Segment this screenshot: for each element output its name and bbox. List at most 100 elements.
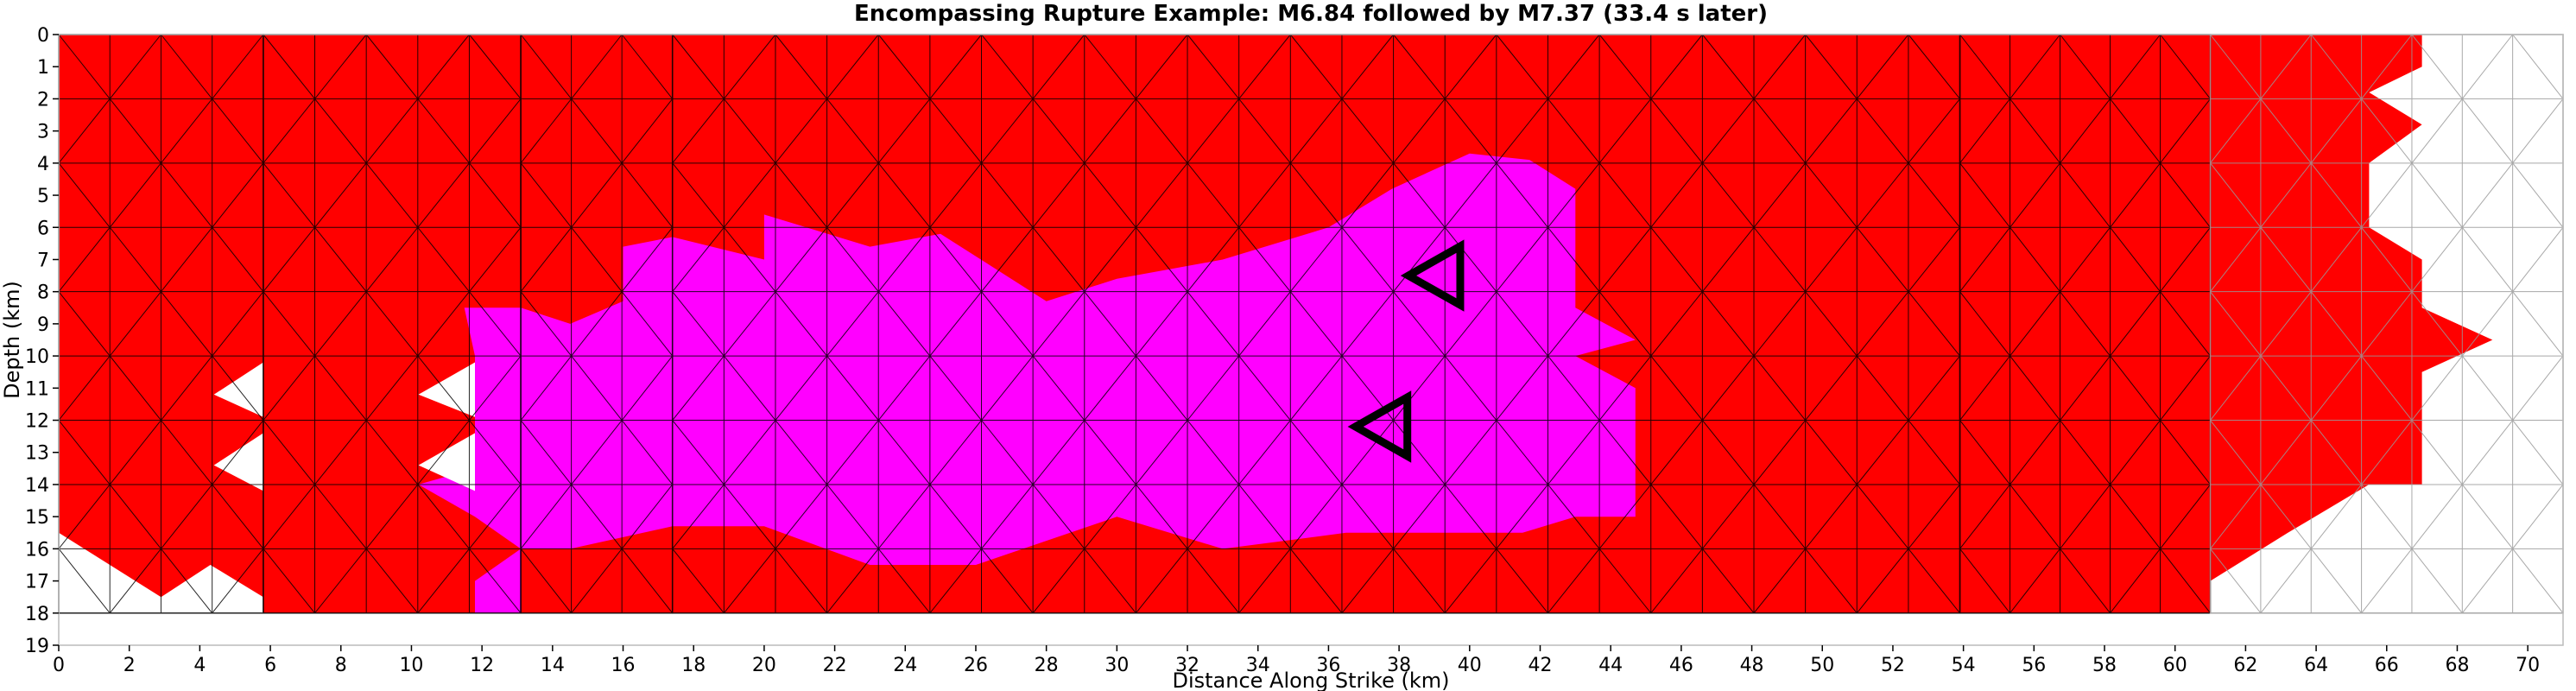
mesh-diagonal (1136, 34, 1188, 99)
mesh-diagonal (877, 34, 931, 99)
x-tick-label: 18 (681, 655, 706, 676)
mesh-diagonal (1238, 291, 1291, 357)
mesh-diagonal (981, 484, 1034, 549)
mesh-diagonal (469, 420, 522, 485)
mesh-diagonal (2461, 34, 2514, 99)
mesh-diagonal (1136, 420, 1188, 485)
mesh-diagonal (1341, 226, 1394, 292)
y-tick-label: 4 (37, 154, 49, 175)
mesh-diagonal (2512, 355, 2564, 421)
mesh-diagonal (877, 98, 931, 164)
mesh-diagonal (2110, 355, 2161, 421)
mesh-diagonal (212, 484, 264, 549)
mesh-diagonal (212, 291, 264, 357)
mesh-diagonal (2060, 34, 2111, 99)
mesh-diagonal (2110, 98, 2161, 164)
mesh-diagonal (2110, 484, 2161, 549)
mesh-diagonal (2010, 420, 2060, 485)
mesh-diagonal (2160, 291, 2211, 357)
mesh-diagonal (212, 226, 264, 292)
mesh-diagonal (1805, 162, 1858, 228)
mesh-diagonal (2512, 162, 2564, 228)
x-tick-label: 42 (1528, 655, 1552, 676)
mesh-diagonal (2210, 226, 2262, 292)
mesh-diagonal (58, 484, 111, 549)
mesh-diagonal (1856, 291, 1909, 357)
mesh-diagonal (1341, 162, 1394, 228)
mesh-diagonal (161, 226, 213, 292)
mesh-diagonal (109, 34, 161, 99)
mesh-diagonal (2110, 226, 2161, 292)
mesh-diagonal (775, 34, 827, 99)
mesh-diagonal (672, 162, 725, 228)
mesh-diagonal (1187, 420, 1240, 485)
rupture-mesh (58, 34, 2564, 614)
mesh-diagonal (520, 98, 573, 164)
y-tick-label: 16 (25, 539, 49, 561)
mesh-diagonal (2110, 291, 2161, 357)
mesh-diagonal (1341, 420, 1394, 485)
mesh-diagonal (263, 162, 315, 228)
mesh-diagonal (314, 162, 367, 228)
x-tick-label: 32 (1175, 655, 1199, 676)
mesh-diagonal (2260, 355, 2312, 421)
mesh-diagonal (109, 548, 161, 614)
mesh-diagonal (212, 34, 264, 99)
mesh-diagonal (1187, 291, 1240, 357)
mesh-diagonal (571, 291, 623, 357)
mesh-diagonal (2260, 34, 2312, 99)
mesh-diagonal (1444, 420, 1497, 485)
mesh-diagonal (877, 291, 931, 357)
mesh-diagonal (1547, 420, 1600, 485)
mesh-diagonal (1959, 98, 2010, 164)
mesh-diagonal (161, 34, 213, 99)
x-tick-label: 54 (1952, 655, 1976, 676)
mesh-diagonal (109, 484, 161, 549)
mesh-diagonal (2060, 355, 2111, 421)
mesh-diagonal (723, 291, 776, 357)
mesh-diagonal (1753, 420, 1807, 485)
mesh-diagonal (2160, 34, 2211, 99)
mesh-diagonal (2461, 548, 2514, 614)
mesh-diagonal (2160, 548, 2211, 614)
mesh-diagonal (723, 548, 776, 614)
mesh-diagonal (1444, 355, 1497, 421)
mesh-diagonal (263, 420, 315, 485)
mesh-diagonal (1598, 98, 1652, 164)
mesh-diagonal (2310, 484, 2362, 549)
mesh-diagonal (161, 484, 213, 549)
mesh-diagonal (314, 34, 367, 99)
mesh-diagonal (212, 98, 264, 164)
mesh-diagonal (1496, 34, 1548, 99)
mesh-diagonal (365, 484, 419, 549)
mesh-diagonal (1238, 355, 1291, 421)
mesh-diagonal (1598, 34, 1652, 99)
mesh-diagonal (2310, 355, 2362, 421)
mesh-diagonal (2010, 484, 2060, 549)
mesh-diagonal (1032, 162, 1085, 228)
mesh-diagonal (1598, 291, 1652, 357)
y-tick-label: 13 (25, 443, 49, 465)
mesh-diagonal (1393, 484, 1446, 549)
mesh-diagonal (1289, 355, 1343, 421)
y-tick-label: 11 (25, 378, 49, 400)
x-tick-label: 30 (1104, 655, 1129, 676)
mesh-diagonal (1289, 98, 1343, 164)
mesh-diagonal (417, 34, 470, 99)
mesh-diagonal (1753, 291, 1807, 357)
mesh-diagonal (2361, 162, 2413, 228)
mesh-diagonal (314, 291, 367, 357)
mesh-diagonal (929, 226, 982, 292)
x-axis-ticks: 0 2 4 6 8 10 12 14 16 18 20 22 24 26 28 30 32 34 36 38 40 42 4… (53, 645, 2540, 676)
mesh-diagonal (1496, 355, 1548, 421)
mesh-diagonal (2210, 548, 2262, 614)
mesh-diagonal (1393, 34, 1446, 99)
mesh-diagonal (1393, 98, 1446, 164)
mesh-diagonal (1959, 162, 2010, 228)
plot-border (58, 34, 2564, 646)
mesh-diagonal (365, 420, 419, 485)
mesh-diagonal (2461, 355, 2514, 421)
mesh-diagonal (1496, 98, 1548, 164)
mesh-diagonal (1598, 484, 1652, 549)
mesh-diagonal (2260, 484, 2312, 549)
